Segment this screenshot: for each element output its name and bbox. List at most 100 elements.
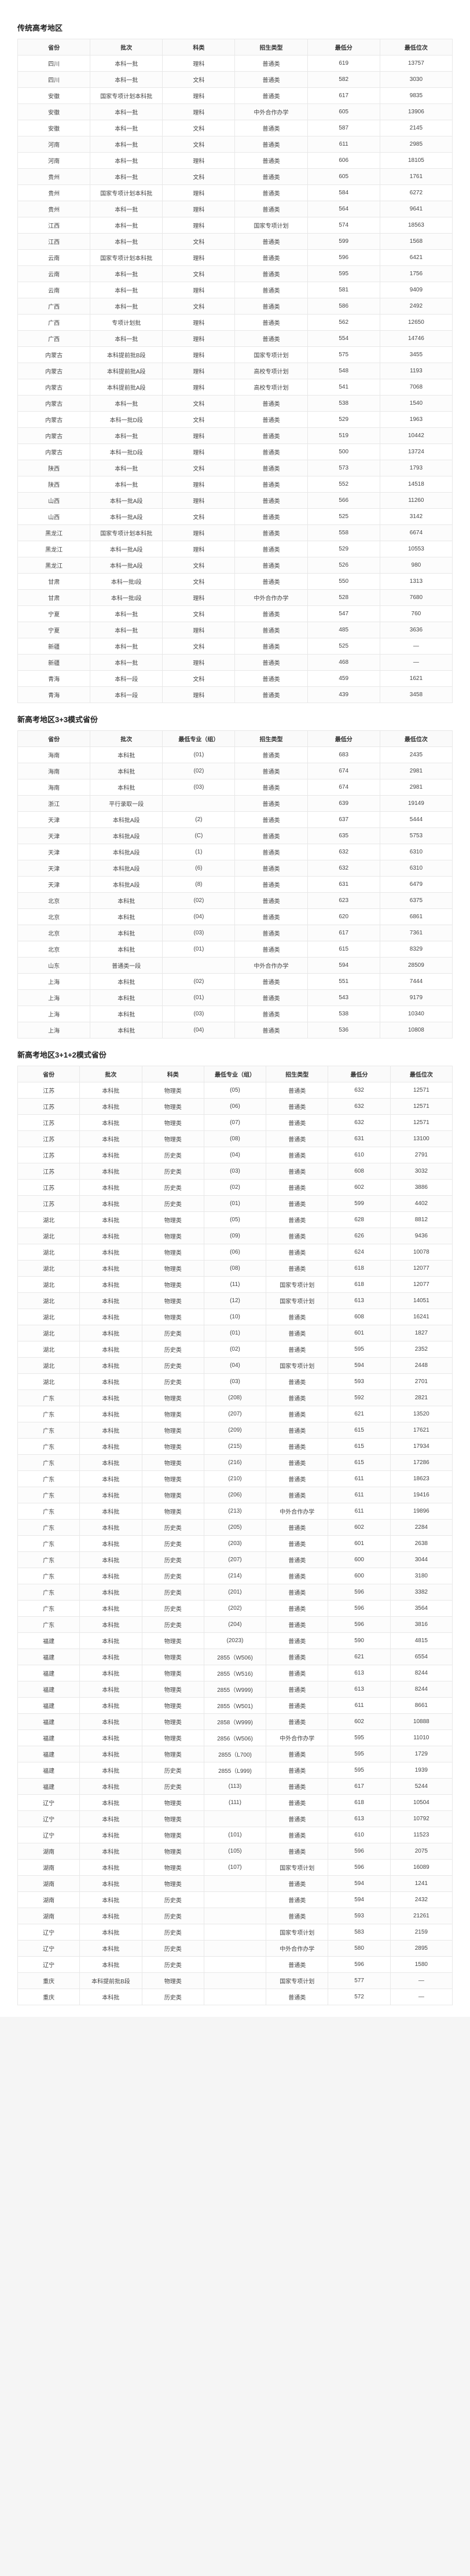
table-cell: 8812 xyxy=(390,1212,452,1228)
table-cell: 12650 xyxy=(380,315,452,331)
table-row: 甘肃本科一批I段理科中外合作办学5287680 xyxy=(18,590,453,606)
table-cell: 2075 xyxy=(390,1843,452,1860)
table-cell: 安徽 xyxy=(18,88,90,104)
table-cell: (213) xyxy=(204,1503,266,1520)
table-cell: 602 xyxy=(328,1520,390,1536)
table-cell: 526 xyxy=(307,557,380,574)
section-title: 传统高考地区 xyxy=(17,22,453,33)
table-cell: 普通类 xyxy=(235,877,307,893)
table-cell: 2981 xyxy=(380,779,452,796)
table-cell: 中外合作办学 xyxy=(266,1941,328,1957)
table-row: 上海本科批(04)普通类53610808 xyxy=(18,1022,453,1038)
table-cell: 632 xyxy=(307,860,380,877)
table-cell xyxy=(204,1811,266,1827)
table-cell: 本科提前批A段 xyxy=(90,363,163,379)
table-cell: 理科 xyxy=(163,185,235,201)
table-row: 湖北本科批物理类(08)普通类61812077 xyxy=(18,1261,453,1277)
table-cell: 国家专项计划本科批 xyxy=(90,525,163,541)
table-cell: 635 xyxy=(307,828,380,844)
table-cell: (03) xyxy=(204,1163,266,1180)
table-cell: 本科批 xyxy=(90,925,163,941)
table-cell: 普通类 xyxy=(235,250,307,266)
table-cell: 613 xyxy=(328,1811,390,1827)
table-cell: 普通类 xyxy=(235,412,307,428)
table-cell: 632 xyxy=(328,1082,390,1099)
table-cell: 本科一批 xyxy=(90,136,163,153)
table-cell: 普通类 xyxy=(266,1762,328,1779)
table-cell: 541 xyxy=(307,379,380,396)
table-cell: 本科批 xyxy=(80,1180,142,1196)
table-cell: 536 xyxy=(307,1022,380,1038)
table-cell: 物理类 xyxy=(142,1293,204,1309)
table-row: 湖南本科批历史类普通类5942432 xyxy=(18,1892,453,1908)
table-cell: (C) xyxy=(163,828,235,844)
table-cell: 河南 xyxy=(18,153,90,169)
table-cell: 历史类 xyxy=(142,1584,204,1601)
table-cell: 物理类 xyxy=(142,1115,204,1131)
table-cell: 3886 xyxy=(390,1180,452,1196)
table-cell: 普通类 xyxy=(235,315,307,331)
table-cell: 594 xyxy=(328,1892,390,1908)
table-cell: 本科批 xyxy=(90,1022,163,1038)
table-cell: 2791 xyxy=(390,1147,452,1163)
table-cell: (08) xyxy=(204,1131,266,1147)
table-cell: 本科批 xyxy=(80,1601,142,1617)
table-cell: 天津 xyxy=(18,877,90,893)
table-cell: 439 xyxy=(307,687,380,703)
table-cell: 物理类 xyxy=(142,1876,204,1892)
table-cell: 本科一批 xyxy=(90,201,163,217)
table-cell: (215) xyxy=(204,1439,266,1455)
table-cell: 2855（W516) xyxy=(204,1665,266,1681)
table-cell: 485 xyxy=(307,622,380,638)
table-cell: 重庆 xyxy=(18,1989,80,2005)
table-cell: 本科提前批A段 xyxy=(90,379,163,396)
table-cell: 1827 xyxy=(390,1325,452,1341)
table-cell: 618 xyxy=(328,1277,390,1293)
table-cell: 辽宁 xyxy=(18,1827,80,1843)
table-row: 贵州国家专项计划本科批理科普通类5846272 xyxy=(18,185,453,201)
table-cell: 613 xyxy=(328,1665,390,1681)
table-cell: (10) xyxy=(204,1309,266,1325)
table-cell xyxy=(163,796,235,812)
table-cell: (12) xyxy=(204,1293,266,1309)
table-row: 内蒙古本科一批理科普通类51910442 xyxy=(18,428,453,444)
table-row: 福建本科批物理类(2023)普通类5904815 xyxy=(18,1633,453,1649)
table-cell: 历史类 xyxy=(142,1520,204,1536)
table-cell: (101) xyxy=(204,1827,266,1843)
table-cell: 普通类一段 xyxy=(90,958,163,974)
table-cell: 理科 xyxy=(163,379,235,396)
table-cell: 辽宁 xyxy=(18,1795,80,1811)
table-cell: 611 xyxy=(328,1503,390,1520)
table-cell: 文科 xyxy=(163,396,235,412)
table-cell: 物理类 xyxy=(142,1277,204,1293)
table-cell: 广东 xyxy=(18,1503,80,1520)
table-cell: 6375 xyxy=(380,893,452,909)
table-cell: (204) xyxy=(204,1617,266,1633)
table-cell: 619 xyxy=(307,56,380,72)
table-cell: 573 xyxy=(307,460,380,476)
table-cell: 615 xyxy=(328,1422,390,1439)
table-cell: 本科批 xyxy=(80,1212,142,1228)
table-cell: 理科 xyxy=(163,153,235,169)
table-row: 内蒙古本科提前批B段理科国家专项计划5753455 xyxy=(18,347,453,363)
table-cell: 615 xyxy=(328,1455,390,1471)
table-cell: 本科批 xyxy=(80,1439,142,1455)
table-cell: 历史类 xyxy=(142,1941,204,1957)
column-header: 招生类型 xyxy=(266,1066,328,1082)
table-row: 黑龙江国家专项计划本科批理科普通类5586674 xyxy=(18,525,453,541)
table-row: 江苏本科批历史类(01)普通类5994402 xyxy=(18,1196,453,1212)
table-cell: 物理类 xyxy=(142,1714,204,1730)
table-cell: (03) xyxy=(163,779,235,796)
table-cell: 595 xyxy=(328,1746,390,1762)
table-cell: 本科批 xyxy=(80,1487,142,1503)
table-cell: 普通类 xyxy=(266,1536,328,1552)
table-cell: (202) xyxy=(204,1601,266,1617)
table-cell: 本科批 xyxy=(90,747,163,763)
table-cell: 611 xyxy=(307,136,380,153)
table-row: 湖北本科批物理类(09)普通类6269436 xyxy=(18,1228,453,1244)
table-row: 福建本科批历史类(113)普通类6175244 xyxy=(18,1779,453,1795)
table-cell: 本科批 xyxy=(80,1714,142,1730)
table-row: 内蒙古本科一批D段理科普通类50013724 xyxy=(18,444,453,460)
table-cell: 本科一段 xyxy=(90,687,163,703)
table-cell: 福建 xyxy=(18,1698,80,1714)
